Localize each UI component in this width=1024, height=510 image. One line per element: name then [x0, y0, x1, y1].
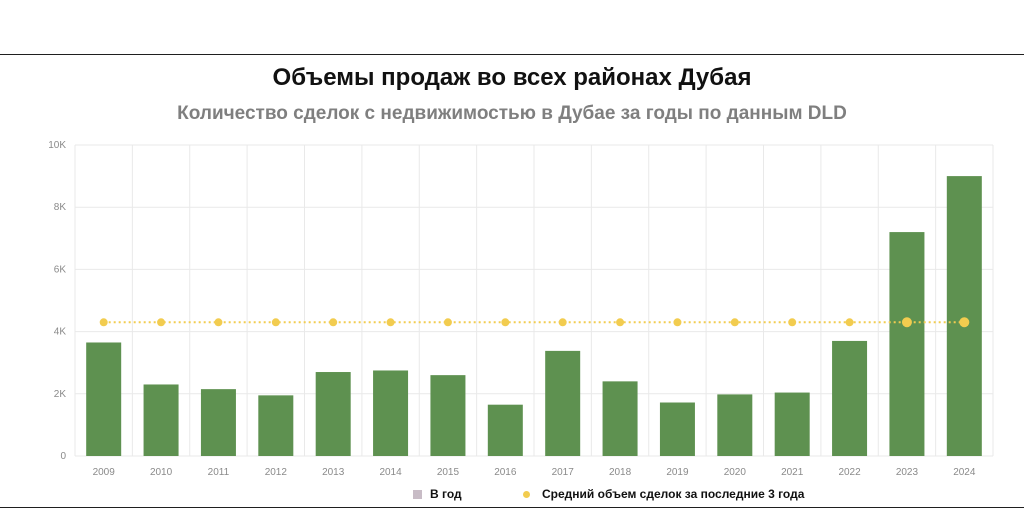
bar: [487, 404, 523, 456]
x-tick-label: 2012: [265, 467, 288, 478]
bar: [430, 375, 466, 456]
average-point: [558, 318, 567, 327]
average-point: [329, 318, 338, 327]
average-point: [501, 318, 510, 327]
x-axis-ticks: 2009 2010 2011 2012 2013 2014 2015 2016 2017 2018…: [93, 467, 976, 478]
x-tick-label: 2018: [609, 467, 632, 478]
average-point: [730, 318, 739, 327]
y-tick-label: 2K: [54, 389, 67, 400]
x-tick-label: 2021: [781, 467, 804, 478]
average-point: [616, 318, 625, 327]
y-axis-ticks: 0 2K 4K 6K 8K 10K: [48, 140, 66, 462]
average-point: [443, 318, 452, 327]
bar: [545, 350, 581, 456]
average-point: [788, 318, 797, 327]
bar: [373, 370, 409, 456]
x-tick-label: 2011: [208, 467, 230, 478]
average-point: [901, 317, 912, 328]
bottom-divider: [0, 507, 1024, 508]
x-tick-label: 2017: [552, 467, 575, 478]
legend-bar-swatch: [413, 489, 422, 499]
bar: [602, 381, 638, 456]
legend-item-average: Средний объем сделок за последние 3 года: [523, 487, 804, 501]
x-tick-label: 2022: [838, 467, 861, 478]
x-tick-label: 2015: [437, 467, 460, 478]
average-point: [845, 318, 854, 327]
average-point: [386, 318, 395, 327]
bars: [86, 176, 982, 456]
y-tick-label: 10K: [48, 140, 66, 151]
average-point: [673, 318, 682, 327]
bar: [258, 395, 294, 456]
bar: [200, 389, 236, 456]
bar: [774, 392, 810, 456]
x-tick-label: 2023: [896, 467, 919, 478]
bar: [315, 372, 351, 456]
x-tick-label: 2010: [150, 467, 173, 478]
y-tick-label: 4K: [54, 327, 67, 338]
legend-bar-label: В год: [430, 487, 462, 501]
y-tick-label: 8K: [54, 202, 67, 213]
x-tick-label: 2016: [494, 467, 517, 478]
x-tick-label: 2009: [93, 467, 116, 478]
chart-subtitle: Количество сделок с недвижимостью в Дуба…: [177, 103, 847, 124]
legend-average-label: Средний объем сделок за последние 3 года: [542, 487, 805, 501]
average-point: [271, 318, 280, 327]
average-point: [99, 318, 108, 327]
bar: [832, 340, 868, 456]
x-tick-label: 2019: [666, 467, 689, 478]
bar: [86, 342, 122, 456]
bar: [946, 176, 982, 456]
average-point: [214, 318, 223, 327]
x-tick-label: 2013: [322, 467, 345, 478]
y-tick-label: 6K: [54, 264, 67, 275]
average-point: [959, 317, 970, 328]
top-divider: [0, 54, 1024, 55]
legend-average-marker: [523, 490, 530, 498]
x-tick-label: 2020: [724, 467, 747, 478]
chart-title: Объемы продаж во всех районах Дубая: [272, 64, 752, 91]
bar: [659, 402, 695, 456]
bar: [717, 394, 753, 456]
average-point: [157, 318, 166, 327]
legend-item-bars: В год: [413, 487, 462, 501]
bar-chart: 0 2K 4K 6K 8K 10K 2009 2010 2011 2012 2013 2014 201…: [48, 140, 994, 478]
y-tick-label: 0: [60, 451, 66, 462]
bar: [143, 384, 179, 456]
bar: [889, 232, 925, 456]
x-tick-label: 2024: [953, 467, 976, 478]
x-tick-label: 2014: [379, 467, 402, 478]
average-line: [99, 317, 970, 328]
